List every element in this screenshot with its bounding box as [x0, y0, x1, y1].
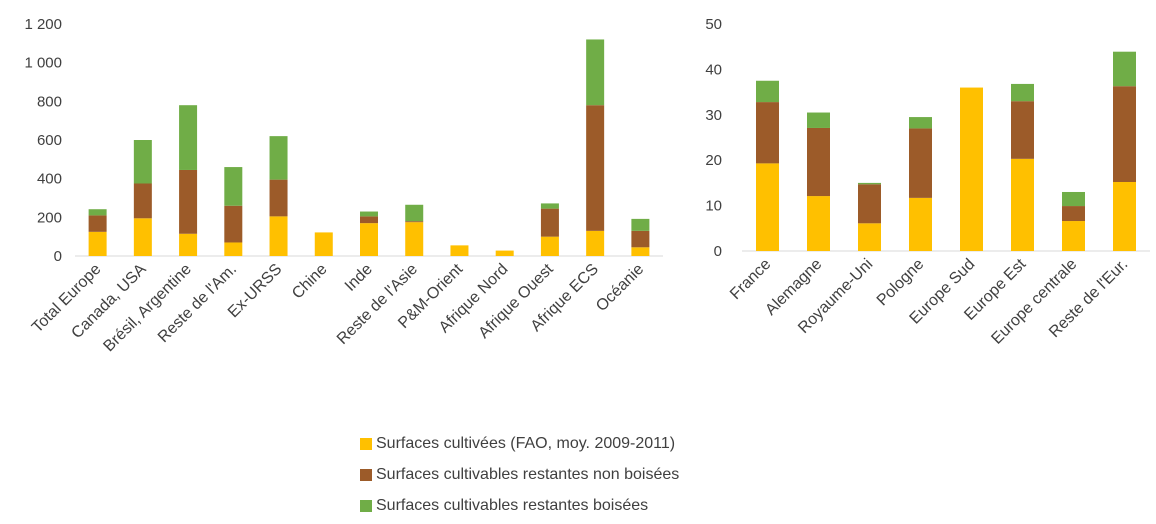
bar-segment-cultivees: [631, 247, 650, 256]
bar-segment-non_boisees: [540, 208, 559, 237]
bar-segment-boisees: [405, 204, 424, 222]
bar-segment-cultivees: [1062, 221, 1085, 251]
bar-segment-cultivees: [909, 197, 932, 251]
bar-segment-cultivees: [586, 230, 605, 256]
legend-item-boisees: Surfaces cultivables restantes boisées: [360, 490, 679, 521]
bar-segment-cultivees: [224, 242, 243, 256]
bar-segment-boisees: [756, 80, 779, 103]
category-label: Chine: [289, 261, 331, 303]
y-tick-label: 0: [714, 243, 722, 260]
bar-segment-non_boisees: [1062, 206, 1085, 222]
legend-swatch: [360, 499, 372, 512]
y-tick-label: 0: [54, 248, 62, 265]
bar-segment-cultivees: [1113, 181, 1136, 251]
legend-label: Surfaces cultivées (FAO, moy. 2009-2011): [376, 434, 676, 452]
legend-item-cultivees: Surfaces cultivées (FAO, moy. 2009-2011): [360, 428, 679, 459]
legend-swatch: [360, 437, 372, 450]
bar-segment-boisees: [360, 211, 378, 217]
bar-segment-cultivees: [360, 223, 378, 256]
bar-segment-non_boisees: [405, 221, 424, 223]
y-tick-label: 50: [705, 16, 722, 33]
legend-label: Surfaces cultivables restantes non boisé…: [376, 465, 680, 483]
bar-segment-boisees: [586, 39, 605, 106]
bar-segment-cultivees: [540, 236, 559, 256]
bar-segment-boisees: [269, 136, 288, 180]
bar-segment-non_boisees: [360, 216, 378, 224]
bar-segment-cultivees: [88, 231, 107, 256]
bar-segment-cultivees: [495, 250, 514, 256]
legend: Surfaces cultivées (FAO, moy. 2009-2011)…: [360, 428, 679, 521]
bar-segment-cultivees: [858, 223, 881, 251]
bar-segment-non_boisees: [631, 230, 650, 248]
bar-segment-non_boisees: [133, 183, 152, 219]
bar-segment-boisees: [540, 203, 559, 209]
bar-segment-boisees: [909, 117, 932, 129]
y-tick-label: 600: [37, 132, 62, 149]
bar-segment-cultivees: [807, 196, 830, 251]
bar-segment-cultivees: [133, 218, 152, 256]
category-label: Pologne: [874, 256, 928, 310]
bar-segment-non_boisees: [1113, 86, 1136, 182]
bar-segment-cultivees: [1011, 158, 1034, 251]
bar-segment-cultivees: [405, 222, 424, 256]
bar-segment-boisees: [88, 209, 107, 216]
y-tick-label: 40: [705, 61, 722, 78]
bar-segment-non_boisees: [756, 102, 779, 164]
legend-swatch: [360, 468, 372, 481]
bar-segment-cultivees: [960, 87, 983, 251]
y-tick-label: 20: [705, 152, 722, 169]
bar-segment-cultivees: [269, 216, 288, 256]
y-tick-label: 10: [705, 198, 722, 215]
y-tick-label: 200: [37, 209, 62, 226]
bar-segment-non_boisees: [807, 127, 830, 197]
legend-item-non-boisees: Surfaces cultivables restantes non boisé…: [360, 459, 679, 490]
bar-segment-non_boisees: [909, 128, 932, 198]
bar-segment-non_boisees: [179, 169, 198, 234]
bar-segment-boisees: [133, 140, 152, 184]
legend-label: Surfaces cultivables restantes boisées: [376, 496, 649, 514]
bar-segment-non_boisees: [224, 205, 243, 243]
bar-segment-non_boisees: [1011, 101, 1034, 159]
category-label: Reste de l'Asie: [334, 261, 421, 348]
bar-segment-non_boisees: [269, 179, 288, 217]
bar-segment-cultivees: [450, 245, 469, 256]
category-label: Océanie: [593, 261, 647, 315]
bar-segment-boisees: [807, 112, 830, 128]
bar-segment-boisees: [179, 105, 198, 170]
bar-segment-boisees: [631, 218, 650, 231]
y-tick-label: 1 200: [24, 16, 62, 33]
y-tick-label: 1 000: [24, 55, 62, 72]
bar-segment-boisees: [224, 167, 243, 206]
bar-segment-cultivees: [756, 163, 779, 251]
bar-segment-boisees: [1062, 191, 1085, 207]
chart-europe-countries: 01020304050FranceAlemagneRoyaume-UniPolo…: [705, 16, 1150, 348]
bar-segment-non_boisees: [858, 184, 881, 224]
y-tick-label: 30: [705, 107, 722, 124]
bar-segment-boisees: [1113, 51, 1136, 87]
category-label: France: [727, 256, 774, 303]
bar-segment-cultivees: [314, 232, 333, 256]
category-label: Inde: [342, 261, 376, 295]
bar-segment-non_boisees: [586, 105, 605, 231]
y-tick-label: 800: [37, 93, 62, 110]
bar-segment-boisees: [858, 182, 881, 185]
bar-segment-cultivees: [179, 233, 198, 256]
category-label: Reste de l'Am.: [155, 261, 240, 346]
y-tick-label: 400: [37, 171, 62, 188]
bar-segment-non_boisees: [88, 215, 107, 232]
bar-segment-boisees: [1011, 83, 1034, 102]
